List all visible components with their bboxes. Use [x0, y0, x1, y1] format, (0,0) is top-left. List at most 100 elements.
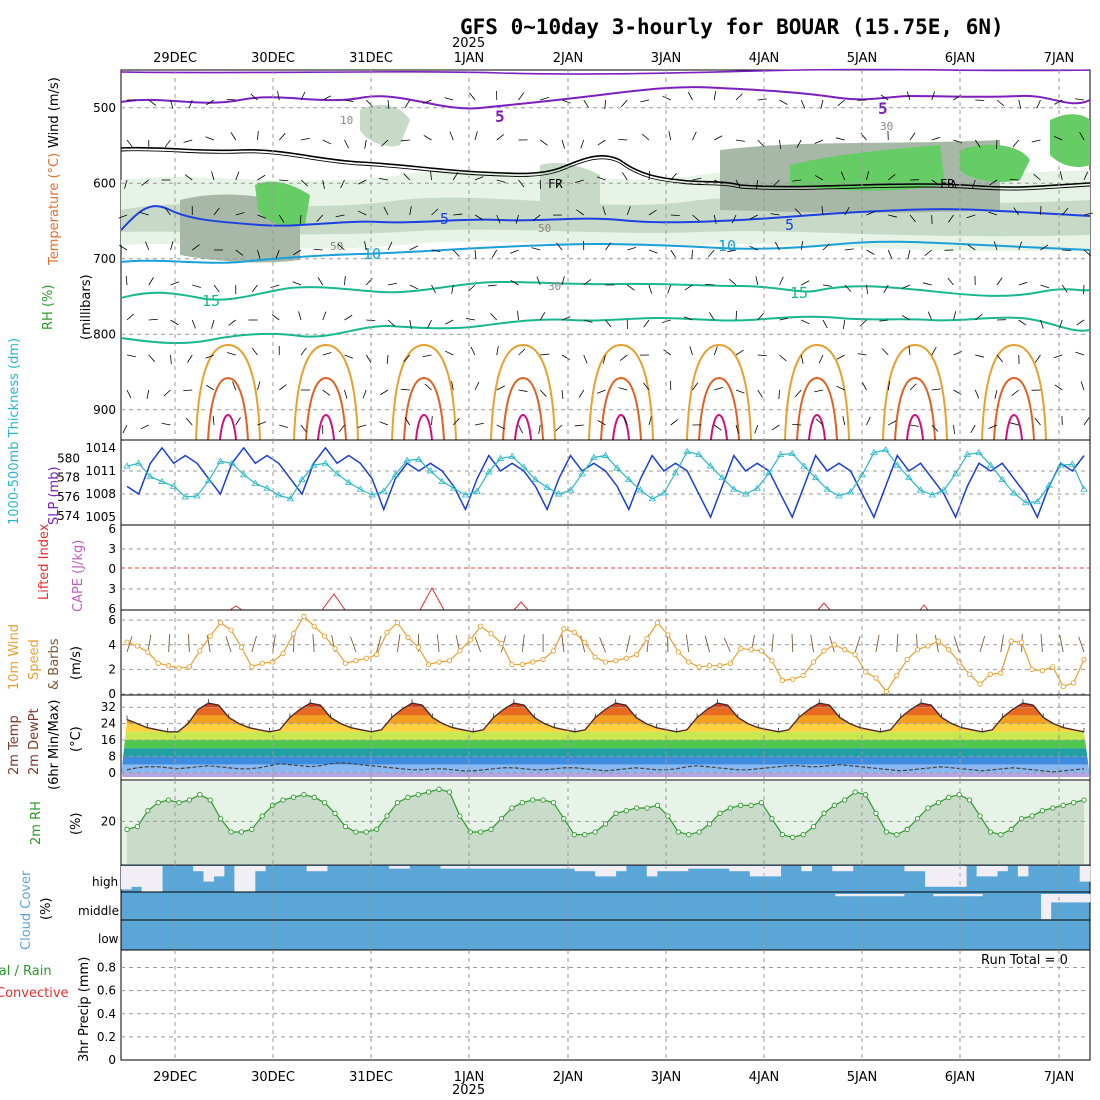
wind-barb	[344, 139, 349, 149]
cloud-bar	[687, 866, 699, 869]
wind-barb	[966, 214, 976, 219]
cloud-bar	[564, 866, 575, 869]
wind-speed-point	[862, 669, 869, 675]
rh2m-point	[530, 797, 536, 803]
wind-barb	[800, 99, 806, 109]
thickness-point	[823, 485, 831, 492]
wind-barb	[206, 384, 215, 391]
wind-barb	[975, 354, 985, 358]
slp-line	[126, 446, 1085, 520]
rh2m-point	[228, 829, 234, 835]
ylabel-temp2m-units: (°C)	[69, 726, 84, 752]
thickness-point	[403, 456, 411, 463]
wind-barb	[279, 384, 287, 391]
wind-barb	[583, 319, 593, 323]
wind-barb	[386, 354, 389, 365]
wind-barb	[779, 139, 781, 149]
wind-barb	[953, 311, 957, 321]
date-label-bottom: 1JAN	[454, 1070, 485, 1085]
wind-axis: 6 4 2 0	[108, 613, 116, 701]
cloud-bar	[997, 866, 1008, 872]
wind-barb	[1018, 281, 1028, 286]
wind-barb	[583, 279, 592, 286]
cloud-bar	[316, 866, 328, 872]
cloud-bar	[605, 866, 617, 877]
wind-barb	[880, 94, 889, 101]
wind-barb	[300, 179, 308, 187]
wind-barb	[357, 424, 367, 428]
thickness-point	[846, 488, 855, 495]
wind-speed-point	[207, 633, 213, 639]
thickness-point	[951, 470, 960, 477]
wind-speed-point	[405, 634, 411, 641]
wind-barb	[687, 91, 693, 101]
wind-barb	[836, 385, 845, 391]
wind-speed-point	[894, 672, 900, 679]
wind-speed-point	[821, 648, 827, 654]
rh2m-point	[519, 800, 525, 806]
year-label-top: 2025	[452, 36, 485, 51]
wind-barb	[866, 171, 870, 181]
temp-contour-35	[1005, 413, 1023, 441]
cloud-level-high: high	[92, 875, 118, 889]
rh2m-point	[1060, 802, 1066, 808]
thickness-point	[648, 495, 656, 502]
cloud-bar	[698, 866, 709, 869]
wind-barb	[735, 310, 738, 321]
temp-contour-30	[698, 376, 740, 441]
rh2m-point	[332, 810, 338, 816]
wind-speed-point	[696, 664, 702, 670]
wind-barb	[967, 244, 976, 251]
wind-barb	[322, 179, 325, 189]
wind-barb	[705, 283, 715, 286]
wind-barb	[518, 348, 526, 356]
thickness-point	[613, 464, 621, 471]
wind-barb	[627, 284, 635, 291]
wind-speed-point	[478, 623, 484, 629]
wind-barb	[931, 91, 936, 101]
wind-barb	[170, 281, 180, 286]
wind-barb	[643, 319, 650, 328]
thickness-point	[1045, 481, 1053, 488]
li-tick-label: 0	[108, 562, 116, 576]
wind-barb	[597, 139, 606, 146]
wind-speed-point	[540, 656, 546, 663]
wind-barb	[623, 416, 628, 426]
wind-barb	[278, 214, 285, 223]
cloud-bar	[389, 866, 400, 869]
wind-tick-label: 0	[108, 687, 116, 701]
wind-barb	[815, 175, 824, 181]
rh2m-point	[675, 829, 681, 835]
pressure-tick-label: 600	[93, 176, 116, 190]
wind-barb	[1053, 135, 1063, 141]
wind-speed-point	[634, 651, 640, 658]
wind-barb	[344, 314, 353, 321]
wind-barb	[510, 249, 519, 254]
wind-barb	[1061, 207, 1069, 216]
wind-barb	[487, 284, 497, 287]
wind-barb-10m	[953, 636, 960, 653]
thickness-point	[275, 491, 283, 498]
thickness-point	[1080, 485, 1088, 492]
thickness-point	[508, 452, 516, 459]
wind-barb	[496, 424, 506, 430]
wind-barb	[953, 424, 955, 434]
wind-speed-point	[561, 626, 567, 632]
ylabel-rh2m: 2m RH	[29, 801, 44, 845]
cloud-bar	[943, 894, 954, 897]
wind-barb	[619, 354, 628, 361]
wind-barb	[270, 284, 280, 288]
wind-speed-point	[800, 672, 806, 679]
rh2m-point	[217, 816, 224, 822]
rh2m-point	[644, 805, 650, 811]
wind-barb	[602, 206, 606, 216]
wind-barb	[383, 206, 389, 216]
wind-barb	[300, 91, 306, 101]
ylabel-rh: RH (%)	[41, 285, 56, 330]
temperature-tick-label: 32	[101, 700, 116, 714]
wind-barb	[883, 284, 889, 293]
wind-barb	[822, 284, 832, 287]
cloud-bar	[121, 866, 132, 890]
wind-barb	[887, 381, 891, 391]
wind-barb	[213, 284, 220, 293]
